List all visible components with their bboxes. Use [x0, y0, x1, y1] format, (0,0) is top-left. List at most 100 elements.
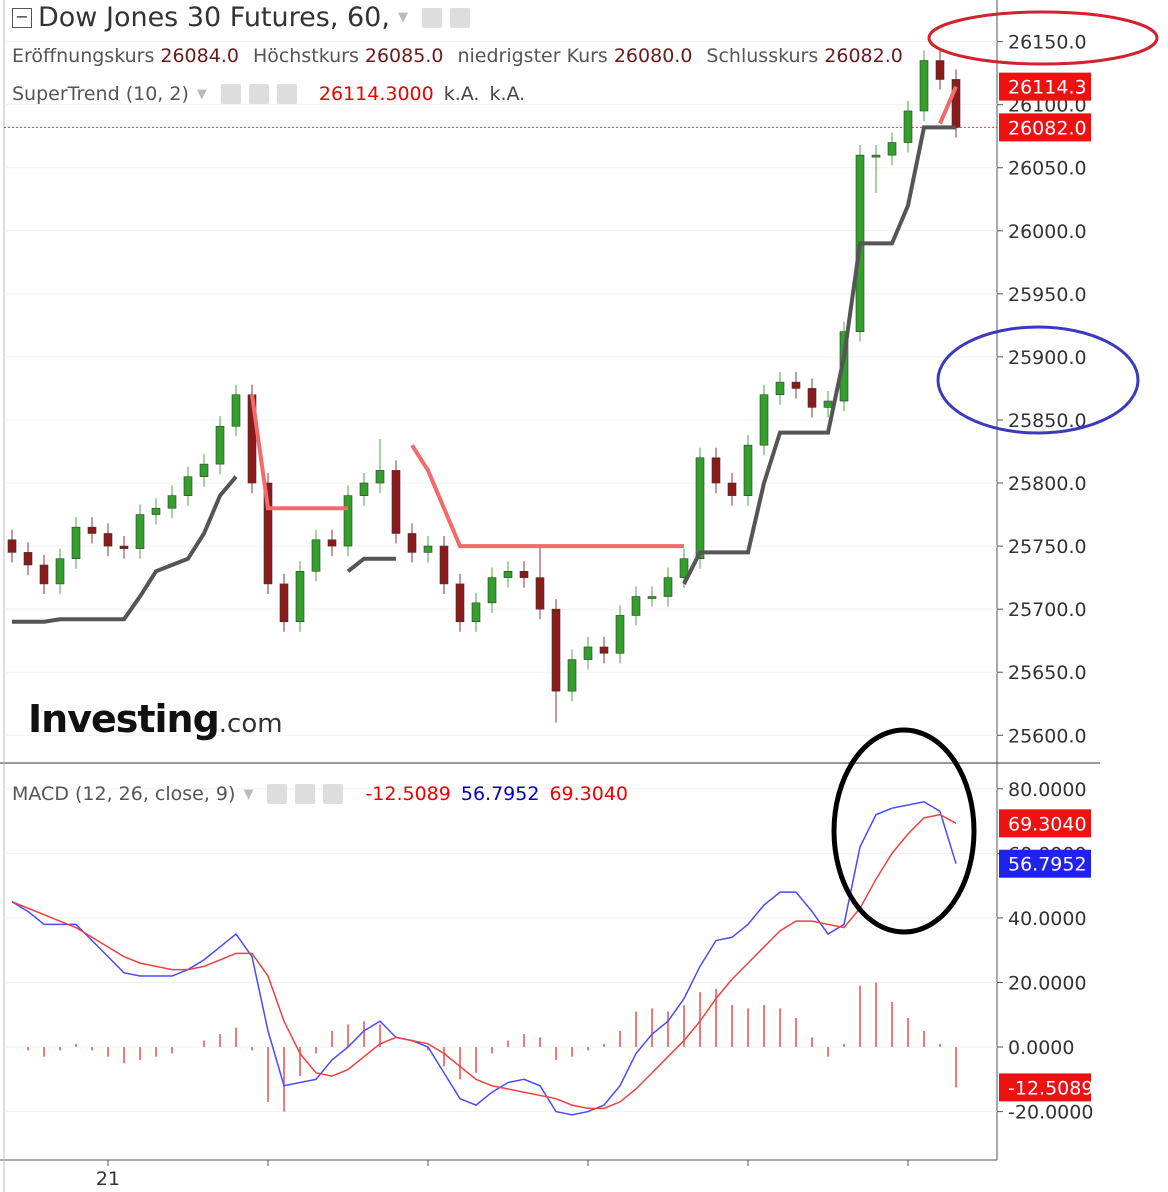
close-icon[interactable] [323, 784, 344, 804]
candle-body [599, 646, 609, 654]
gear-icon[interactable] [295, 784, 316, 804]
watermark-domain: .com [218, 709, 283, 739]
candle-body [215, 425, 225, 465]
candle-body [391, 470, 401, 534]
price-tag-label: 26082.0 [1008, 117, 1087, 139]
watermark-brand: Investing [28, 697, 220, 741]
indicator-value: 26114.3000 [318, 83, 434, 105]
macd-line [11, 800, 957, 1116]
price-tag [999, 849, 1091, 878]
y-tick-label: 25700.0 [1008, 599, 1087, 621]
y-tick-label: 25650.0 [1008, 662, 1087, 684]
legend-value: 26084.0 [160, 45, 239, 67]
eye-icon[interactable] [267, 784, 288, 804]
candle-body [487, 577, 497, 604]
price-tag-label: 69.3040 [1008, 813, 1087, 835]
macd-header: MACD (12, 26, close, 9) ▼ -12.5089 56.79… [12, 783, 628, 805]
price-tag-label: -12.5089 [1008, 1077, 1093, 1099]
y-tick-label: 20.0000 [1008, 972, 1087, 994]
legend-label: Höchstkurs [252, 45, 359, 67]
candle-body [887, 142, 897, 156]
legend-value: 26080.0 [613, 45, 693, 67]
candle-body [535, 577, 545, 610]
indicator-row: SuperTrend (10, 2) ▼ 26114.3000 k.A. k.A… [12, 83, 525, 105]
candle-body [919, 60, 929, 112]
y-tick-label: 0.0000 [1008, 1037, 1074, 1059]
candle-body [407, 533, 417, 553]
candle-body [903, 110, 913, 143]
supertrend-down [250, 85, 958, 549]
candle-body [935, 60, 945, 80]
candle-body [231, 394, 241, 427]
caret[interactable]: ▼ [196, 86, 207, 102]
eye-icon[interactable] [421, 7, 442, 28]
candle-body [551, 608, 561, 692]
title-row: − Dow Jones 30 Futures, 60, ▼ [12, 2, 472, 33]
y-tick-label: 25800.0 [1008, 473, 1087, 495]
macd-value: -12.5089 [365, 783, 451, 805]
y-tick-label: 25950.0 [1008, 284, 1087, 306]
candle-body [759, 394, 769, 446]
macd-title: MACD (12, 26, close, 9) [12, 783, 236, 805]
caret[interactable]: ▼ [397, 10, 408, 25]
candle-body [327, 539, 337, 547]
candle-body [711, 457, 721, 484]
candle-body [615, 615, 625, 654]
price-tag [999, 72, 1091, 101]
candle-body [375, 470, 385, 484]
gear-icon[interactable] [449, 7, 470, 28]
price-tag-label: 56.7952 [1008, 854, 1087, 876]
y-tick-label: 25600.0 [1008, 725, 1087, 747]
legend-value: 26085.0 [364, 45, 444, 67]
candle-body [135, 514, 145, 549]
candle-body [343, 495, 353, 547]
y-tick-label: 25850.0 [1008, 410, 1087, 432]
macd-value: 69.3040 [549, 783, 629, 805]
candle-body [39, 564, 49, 585]
candle-body [439, 545, 449, 585]
y-tick-label: 80.0000 [1008, 779, 1087, 801]
gear-icon[interactable] [248, 84, 269, 104]
x-tick-label: 21 [96, 1168, 120, 1190]
candle-body [647, 596, 657, 599]
y-tick-label: -20.0000 [1008, 1102, 1093, 1124]
candle-body [823, 400, 833, 408]
candle-body [807, 388, 817, 408]
price-tag-label: 26114.3 [1008, 77, 1087, 99]
candle-body [87, 526, 97, 534]
close-icon[interactable] [276, 84, 297, 104]
y-tick-label: 40.0000 [1008, 908, 1087, 930]
caret[interactable]: ▼ [243, 786, 254, 802]
annotation-ellipse [927, 10, 1159, 66]
candle-body [119, 545, 129, 549]
eye-icon[interactable] [220, 84, 241, 104]
chart-title: Dow Jones 30 Futures, 60, [38, 2, 390, 33]
candle-body [743, 444, 753, 496]
legend-label: Eröffnungskurs [12, 45, 155, 67]
y-tick-label: 25900.0 [1008, 347, 1087, 369]
candle-body [503, 571, 513, 578]
candle-body [55, 558, 65, 585]
candle-body [471, 602, 481, 623]
candle-body [103, 533, 113, 547]
y-tick-label: 25750.0 [1008, 536, 1087, 558]
candle-body [423, 545, 433, 553]
collapse-icon[interactable]: − [12, 7, 32, 28]
candle-body [791, 381, 801, 389]
candle-body [567, 659, 577, 692]
indicator-value: k.A. [489, 83, 526, 105]
candle-body [7, 539, 17, 553]
y-tick-label: 26150.0 [1008, 32, 1087, 54]
price-tag [999, 113, 1091, 142]
candle-body [71, 526, 81, 559]
candle-body [663, 577, 673, 597]
candle-body [23, 552, 33, 566]
watermark: Investing.com [28, 697, 283, 741]
price-tag [999, 1073, 1091, 1102]
macd-line [11, 813, 957, 1110]
y-tick-label: 26000.0 [1008, 221, 1087, 243]
candle-body [263, 482, 273, 585]
indicator-value: k.A. [443, 83, 480, 105]
candle-body [519, 571, 529, 578]
